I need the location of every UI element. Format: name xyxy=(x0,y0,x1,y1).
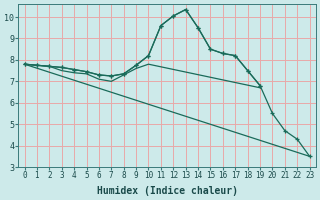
X-axis label: Humidex (Indice chaleur): Humidex (Indice chaleur) xyxy=(97,186,237,196)
